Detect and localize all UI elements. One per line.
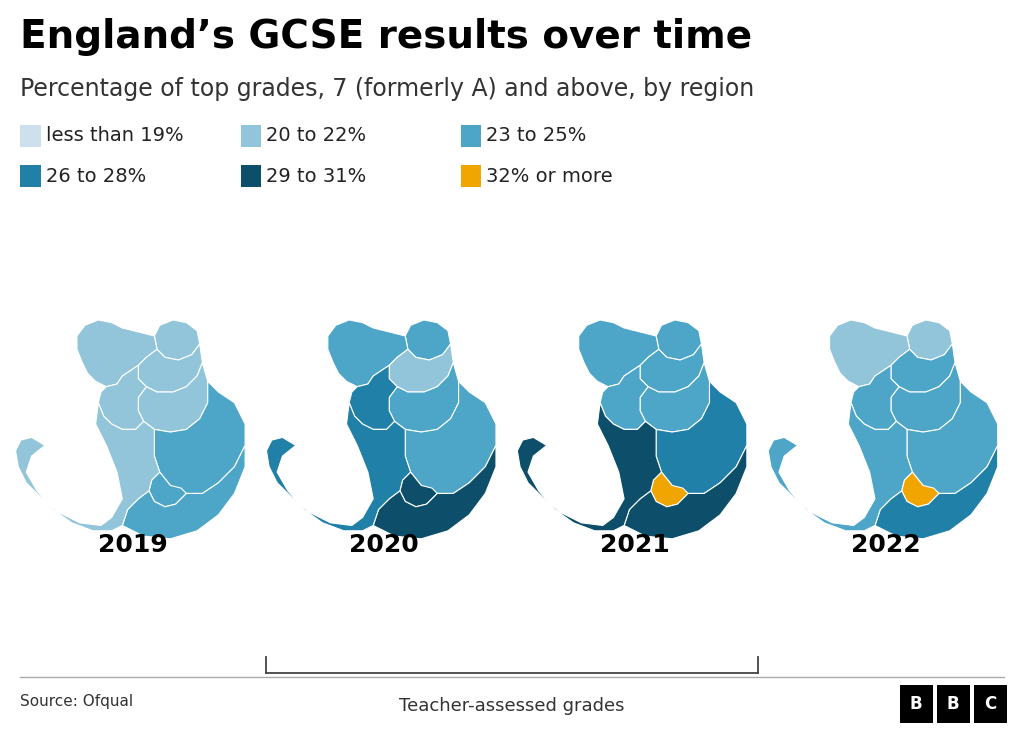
FancyBboxPatch shape [974,685,1007,723]
Polygon shape [517,403,662,531]
FancyBboxPatch shape [937,685,970,723]
Polygon shape [891,363,961,432]
FancyBboxPatch shape [900,685,933,723]
Polygon shape [406,382,496,493]
Polygon shape [373,446,496,539]
Polygon shape [891,344,955,392]
Polygon shape [15,403,160,531]
Polygon shape [656,382,746,493]
Polygon shape [406,320,451,360]
Text: 2021: 2021 [600,533,670,556]
Polygon shape [400,472,437,506]
Polygon shape [624,446,746,539]
Polygon shape [150,472,186,506]
Polygon shape [155,382,245,493]
Text: B: B [947,695,959,713]
Text: 2022: 2022 [851,533,921,556]
Polygon shape [640,363,710,432]
Text: 29 to 31%: 29 to 31% [266,167,367,186]
Polygon shape [138,344,203,392]
Text: 2020: 2020 [349,533,419,556]
Polygon shape [77,320,157,387]
Polygon shape [579,320,658,387]
Text: 32% or more: 32% or more [486,167,613,186]
Polygon shape [600,366,648,429]
Text: England’s GCSE results over time: England’s GCSE results over time [20,18,753,57]
Polygon shape [768,403,912,531]
Text: Percentage of top grades, 7 (formerly A) and above, by region: Percentage of top grades, 7 (formerly A)… [20,77,755,101]
Polygon shape [902,472,939,506]
Polygon shape [138,363,208,432]
Text: B: B [910,695,923,713]
Polygon shape [640,344,705,392]
Text: less than 19%: less than 19% [46,126,183,145]
Polygon shape [829,320,909,387]
Polygon shape [907,320,952,360]
Text: Source: Ofqual: Source: Ofqual [20,694,133,708]
Polygon shape [122,446,245,539]
Text: Teacher-assessed grades: Teacher-assessed grades [399,697,625,716]
Polygon shape [328,320,408,387]
Text: 23 to 25%: 23 to 25% [486,126,587,145]
Text: C: C [984,695,996,713]
Text: 2019: 2019 [98,533,168,556]
Polygon shape [349,366,397,429]
Polygon shape [98,366,146,429]
Polygon shape [907,382,997,493]
Polygon shape [266,403,411,531]
Polygon shape [155,320,200,360]
Polygon shape [389,363,459,432]
Polygon shape [389,344,454,392]
Text: 26 to 28%: 26 to 28% [46,167,146,186]
Text: 20 to 22%: 20 to 22% [266,126,367,145]
Polygon shape [656,320,701,360]
Polygon shape [874,446,997,539]
Polygon shape [851,366,899,429]
Polygon shape [651,472,688,506]
